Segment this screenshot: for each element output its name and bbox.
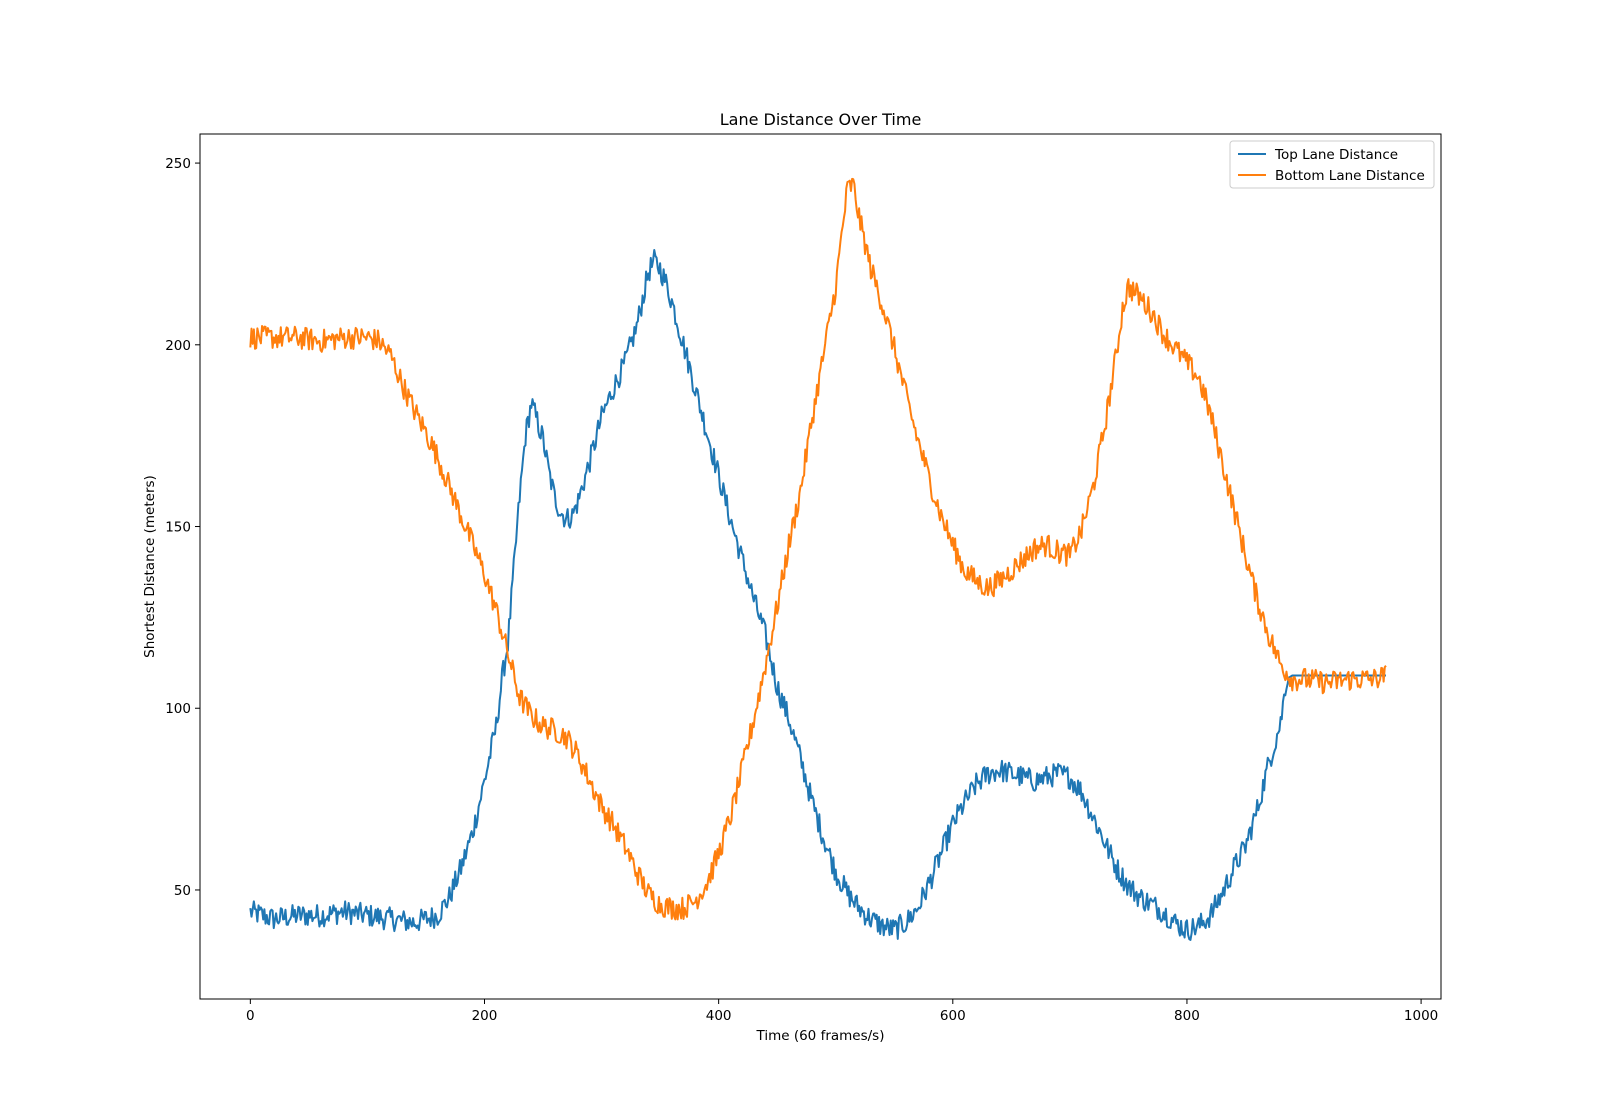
x-tick-label: 200 xyxy=(472,1008,498,1024)
y-axis-label: Shortest Distance (meters) xyxy=(142,475,158,658)
y-tick-label: 200 xyxy=(165,338,191,354)
x-tick-label: 400 xyxy=(706,1008,732,1024)
x-tick-label: 800 xyxy=(1174,1008,1200,1024)
y-tick-label: 150 xyxy=(165,520,191,536)
series-line-top-lane xyxy=(249,249,1386,941)
legend: Top Lane Distance Bottom Lane Distance xyxy=(1229,140,1435,189)
y-tick-label: 100 xyxy=(165,701,191,717)
x-axis-ticks: 0 200 400 600 800 1000 xyxy=(246,999,1438,1024)
legend-label-bottom-lane: Bottom Lane Distance xyxy=(1275,168,1425,184)
legend-label-top-lane: Top Lane Distance xyxy=(1274,147,1398,163)
y-axis-ticks: 50 100 150 200 250 xyxy=(165,156,200,899)
chart-title: Lane Distance Over Time xyxy=(720,110,922,129)
x-tick-label: 0 xyxy=(246,1008,255,1024)
legend-box xyxy=(1229,140,1435,189)
y-tick-label: 250 xyxy=(165,156,191,172)
y-tick-label: 50 xyxy=(174,883,191,899)
x-tick-label: 600 xyxy=(940,1008,966,1024)
series-layer xyxy=(249,177,1387,941)
series-line-bottom-lane xyxy=(249,177,1387,921)
plot-frame xyxy=(199,133,1442,1000)
x-axis-label: Time (60 frames/s) xyxy=(756,1028,885,1044)
x-tick-label: 1000 xyxy=(1404,1008,1438,1024)
